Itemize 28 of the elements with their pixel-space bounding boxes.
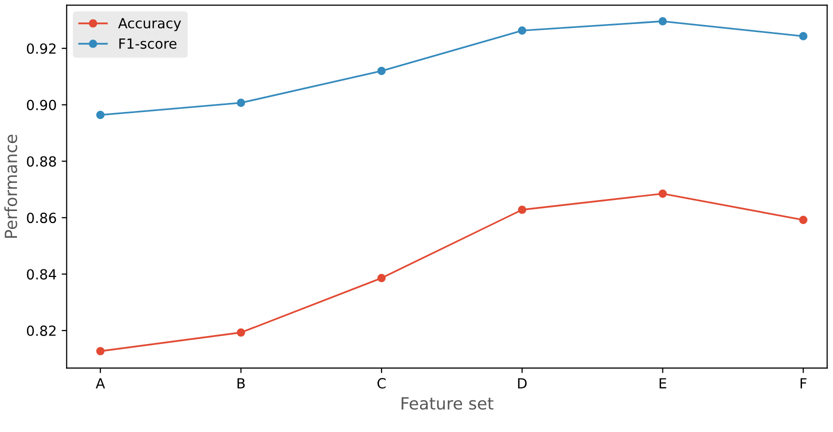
point [799,216,808,224]
legend-label: F1-score [119,38,176,49]
point [377,274,386,282]
y-tick-label: 0.84 [26,269,56,280]
x-axis-title: Feature set [402,397,494,410]
point [658,190,667,198]
point [236,328,246,337]
point [96,346,105,356]
y-tick-label: 0.92 [26,43,56,54]
x-tick-label: D [518,378,527,388]
y-tick-label: 0.90 [26,100,56,110]
point [377,66,386,76]
point [518,206,526,214]
point [518,26,526,35]
point [799,32,808,40]
y-tick-label: 0.82 [26,326,56,336]
y-tick-label: 0.86 [26,212,56,224]
x-tick-label: E [660,378,666,388]
point [236,98,246,107]
y-tick-label: 0.88 [26,156,56,167]
x-tick-label: B [238,378,245,388]
x-tick-label: F [800,378,806,388]
legend-label: Accuracy [118,18,182,32]
point [658,17,667,26]
x-tick-label: A [96,378,106,388]
x-tick-label: C [377,378,386,389]
point [96,110,105,120]
y-axis-title: Performance [4,134,18,238]
